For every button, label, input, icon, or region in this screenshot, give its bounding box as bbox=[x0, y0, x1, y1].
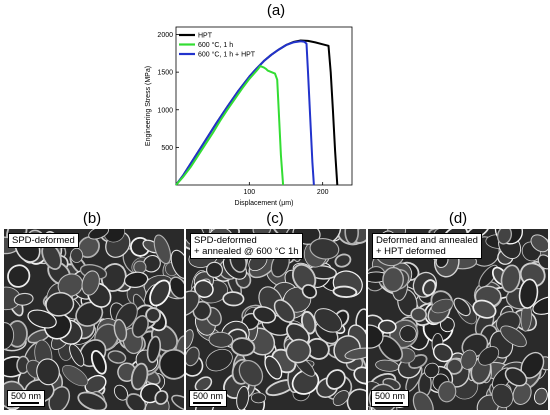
micrograph-b: SPD-deformed 500 nm bbox=[4, 229, 184, 410]
fracture-surface-image bbox=[4, 229, 184, 410]
legend-entry: 600 °C, 1 h + HPT bbox=[198, 51, 256, 59]
micrograph-label: SPD-deformed bbox=[8, 233, 79, 248]
stress-displacement-chart: 100 200 500 1000 1500 2000 HPT 600 °C, 1 h 600 … bbox=[145, 26, 353, 207]
x-axis-label: Displacement (μm) bbox=[235, 200, 294, 207]
micrograph-label: SPD-deformed + annealed @ 600 °C 1h bbox=[190, 233, 303, 259]
legend-entry: 600 °C, 1 h bbox=[198, 41, 233, 49]
y-axis-label: Engineering Stress (MPa) bbox=[145, 66, 152, 146]
scale-bar bbox=[11, 402, 39, 404]
x-tick-label: 100 bbox=[243, 189, 255, 196]
scale-bar-box: 500 nm bbox=[189, 390, 228, 407]
panel-label-c: (c) bbox=[266, 210, 284, 227]
scale-bar-text: 500 nm bbox=[375, 391, 406, 401]
panel-label-d: (d) bbox=[448, 210, 468, 227]
series-line-1 bbox=[175, 65, 285, 186]
micrograph-d: Deformed and annealed + HPT deformed 500… bbox=[368, 229, 548, 410]
y-tick-label: 500 bbox=[161, 145, 173, 152]
plot-frame bbox=[175, 26, 353, 186]
panel-label-a: (a) bbox=[266, 2, 286, 19]
legend-entry: HPT bbox=[198, 33, 213, 40]
scale-bar-text: 500 nm bbox=[193, 391, 224, 401]
micrograph-label: Deformed and annealed + HPT deformed bbox=[372, 233, 482, 259]
scale-bar-box: 500 nm bbox=[7, 390, 46, 407]
panel-label-b: (b) bbox=[82, 210, 102, 227]
x-tick-label: 200 bbox=[317, 189, 329, 196]
y-tick-label: 2000 bbox=[157, 32, 173, 39]
series-line-2 bbox=[175, 40, 315, 186]
scale-bar bbox=[193, 402, 221, 404]
micrograph-c: SPD-deformed + annealed @ 600 °C 1h 500 … bbox=[186, 229, 366, 410]
y-tick-label: 1000 bbox=[157, 107, 173, 114]
scale-bar-text: 500 nm bbox=[11, 391, 42, 401]
y-tick-label: 1500 bbox=[157, 70, 173, 77]
scale-bar-box: 500 nm bbox=[371, 390, 410, 407]
scale-bar bbox=[375, 402, 403, 404]
